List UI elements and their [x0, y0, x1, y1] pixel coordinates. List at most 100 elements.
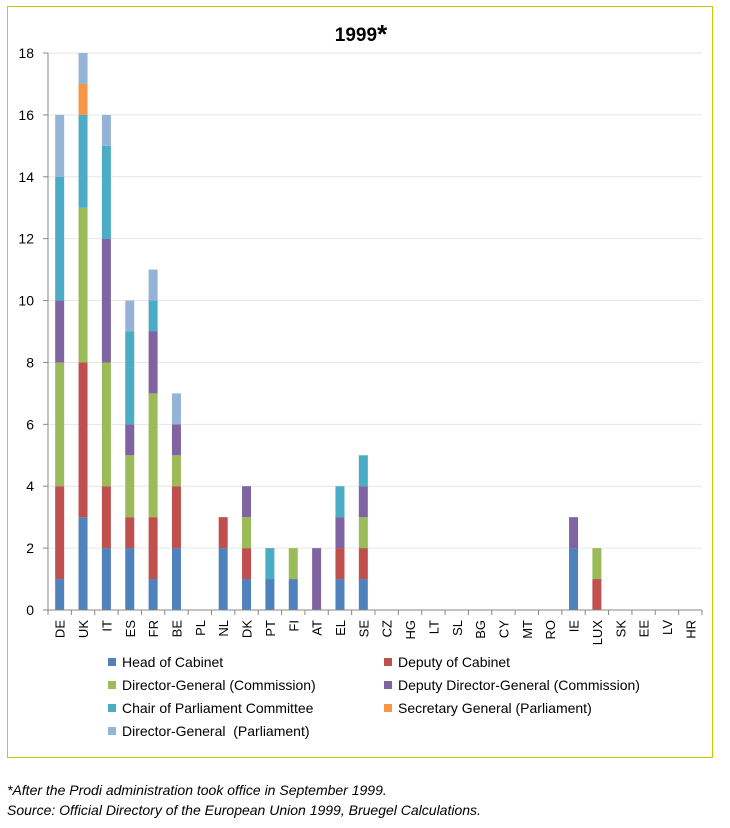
bar-segment: [288, 579, 298, 610]
bar-segment: [171, 424, 181, 456]
bar-segment: [242, 548, 252, 580]
x-tick-label: HG: [403, 620, 418, 640]
legend-item: Deputy Director-General (Commission): [384, 677, 640, 693]
bar-segment: [55, 486, 65, 580]
bar-segment: [101, 362, 111, 487]
x-tick-labels: DE UK IT ES FR BE PL NL DK PT FI AT EL SE CZ HG LT SL BG CY…: [53, 620, 699, 646]
x-tick-label: SK: [613, 620, 628, 638]
legend-label: Secretary General (Parliament): [398, 700, 592, 716]
y-tick-label: 0: [26, 602, 34, 618]
bar-segment: [101, 238, 111, 363]
bar-segment: [148, 393, 158, 518]
axes: [43, 52, 703, 615]
bar-segment: [55, 579, 65, 610]
y-tick-label: 16: [18, 107, 34, 123]
bar-segment: [55, 114, 65, 177]
bar-segment: [171, 393, 181, 425]
bar-segment: [55, 176, 65, 301]
legend-item: Secretary General (Parliament): [384, 700, 592, 716]
legend-label: Deputy Director-General (Commission): [398, 677, 640, 693]
bar-segment: [148, 579, 158, 610]
bar-segment: [101, 486, 111, 549]
bar-segment: [148, 331, 158, 394]
x-tick-label: LT: [426, 620, 441, 634]
bar-segment: [78, 517, 88, 610]
bar-segment: [288, 548, 298, 580]
bar-segment: [101, 548, 111, 610]
chart-plot: 0 2 4 6 8 10 12 14 16 18 DE UK IT ES FR BE PL NL DK PT FI AT…: [18, 45, 703, 646]
bar-segment: [358, 548, 368, 580]
bar-segment: [358, 579, 368, 610]
legend-swatch: [108, 727, 116, 735]
y-tick-label: 4: [26, 478, 34, 494]
bar-segment: [171, 548, 181, 610]
x-tick-label: DE: [53, 620, 68, 638]
legend-item: Director-General (Parliament): [108, 723, 310, 739]
footnote-note: *After the Prodi administration took off…: [7, 782, 387, 798]
x-tick-label: DK: [240, 620, 255, 638]
legend-item: Chair of Parliament Committee: [108, 700, 313, 716]
x-tick-label: FR: [146, 620, 161, 637]
x-tick-label: EL: [333, 620, 348, 636]
bar-segment: [125, 331, 135, 425]
y-tick-label: 10: [18, 293, 34, 309]
legend-swatch: [384, 658, 392, 666]
bar-segment: [242, 486, 252, 518]
y-tick-label: 2: [26, 540, 34, 556]
bar-segment: [265, 548, 275, 580]
bar-segment: [218, 517, 228, 549]
y-tick-label: 6: [26, 416, 34, 432]
x-tick-label: RO: [543, 620, 558, 640]
bar-segment: [148, 517, 158, 580]
bar-segment: [148, 269, 158, 301]
bar-segment: [218, 548, 228, 610]
x-tick-label: AT: [310, 620, 325, 636]
x-tick-label: NL: [216, 620, 231, 637]
bar-segment: [592, 579, 602, 610]
footnote-source: Source: Official Directory of the Europe…: [7, 802, 481, 818]
x-tick-label: SL: [450, 620, 465, 636]
bar-segment: [125, 455, 135, 518]
gridlines: [48, 52, 702, 549]
legend-swatch: [108, 704, 116, 712]
bar-segment: [101, 145, 111, 239]
bar-segment: [335, 579, 345, 610]
x-tick-label: CZ: [380, 620, 395, 637]
legend-item: Deputy of Cabinet: [384, 654, 510, 670]
bar-segment: [125, 300, 135, 332]
legend-label: Head of Cabinet: [122, 654, 224, 670]
legend-swatch: [108, 681, 116, 689]
bars: [55, 53, 602, 610]
bar-segment: [125, 548, 135, 610]
legend-swatch: [384, 704, 392, 712]
x-tick-label: LUX: [590, 620, 605, 646]
legend-label: Director-General (Commission): [122, 677, 316, 693]
chart-title: 1999*: [8, 19, 714, 56]
y-tick-label: 14: [18, 169, 34, 185]
bar-segment: [78, 362, 88, 518]
bar-segment: [569, 548, 579, 610]
x-tick-label: CY: [496, 620, 511, 638]
bar-segment: [78, 53, 88, 84]
x-tick-label: IE: [567, 620, 582, 633]
bar-segment: [358, 455, 368, 487]
bar-segment: [101, 114, 111, 146]
bar-segment: [335, 517, 345, 549]
bar-segment: [242, 517, 252, 549]
x-tick-label: LV: [660, 620, 675, 635]
bar-segment: [242, 579, 252, 610]
bar-segment: [335, 548, 345, 580]
x-tick-label: BE: [169, 620, 184, 638]
bar-segment: [78, 83, 88, 115]
bar-segment: [358, 517, 368, 549]
x-tick-label: PT: [263, 620, 278, 637]
x-tick-label: EE: [637, 620, 652, 638]
bar-segment: [148, 300, 158, 332]
bar-segment: [335, 486, 345, 518]
y-tick-label: 8: [26, 354, 34, 370]
legend-swatch: [384, 681, 392, 689]
x-tick-label: SE: [356, 620, 371, 638]
bar-segment: [55, 362, 65, 487]
x-tick-label: MT: [520, 620, 535, 639]
bar-segment: [265, 579, 275, 610]
